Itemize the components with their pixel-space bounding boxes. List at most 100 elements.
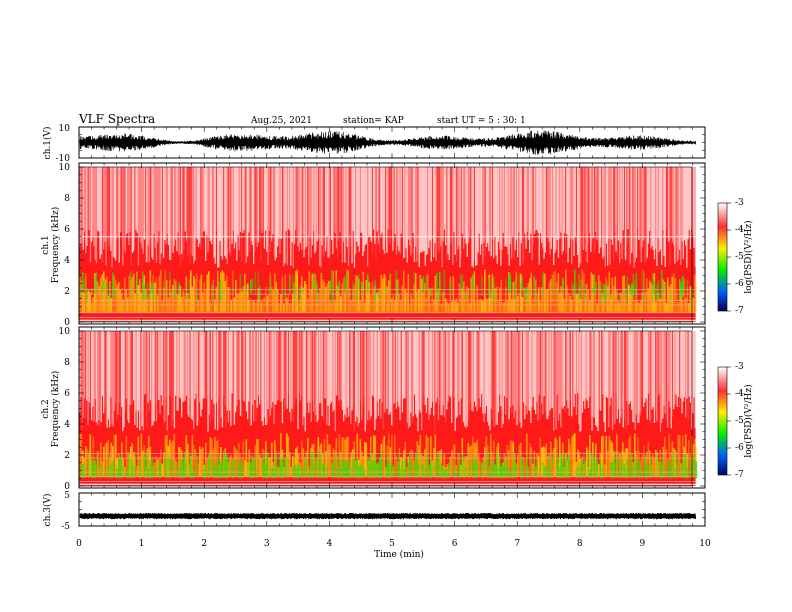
spectrogram-streak (496, 331, 498, 425)
spectrogram-streak (364, 331, 366, 432)
spectrogram-streak (434, 331, 436, 432)
spectrogram-streak (209, 167, 212, 242)
spectrogram-yellow (553, 448, 555, 477)
spectrogram-yellow (413, 283, 416, 313)
spectrogram-streak (255, 331, 257, 422)
spectrogram-streak (593, 167, 596, 252)
spectrogram-streak (200, 167, 202, 250)
spectrogram-green (283, 452, 285, 479)
spectrogram-streak (531, 167, 533, 261)
spectrogram-yellow (484, 269, 486, 313)
spectrogram-yellow (400, 456, 402, 477)
spectrogram-streak (355, 331, 357, 422)
spectrogram-yellow (182, 290, 185, 313)
spectrogram-streak (439, 331, 441, 406)
spectrogram-yellow (647, 441, 650, 477)
spectrogram-green (595, 282, 597, 294)
spectrogram-streak (578, 167, 580, 268)
spectrogram-streak (208, 331, 210, 414)
spectrogram-streak (291, 167, 293, 243)
spectrogram-streak (386, 331, 388, 409)
spectrogram-streak (448, 331, 450, 396)
spectrogram-yellow (173, 433, 176, 477)
spectrogram-yellow (565, 454, 567, 477)
spectrogram-green (562, 277, 564, 294)
spectrogram-streak (302, 331, 304, 426)
spectrogram-streak (238, 167, 240, 251)
spectrogram-green (653, 469, 656, 479)
spectrogram-streak (308, 331, 310, 413)
spectrogram-yellow (160, 269, 162, 313)
spectrogram-streak (496, 167, 498, 264)
spectrogram-streak (610, 167, 612, 240)
spectrogram-yellow (572, 434, 575, 477)
spectrogram-green (337, 455, 339, 479)
spectrogram-streak (505, 331, 507, 415)
spectrogram-streak (248, 331, 250, 402)
spectrogram-green (583, 451, 585, 479)
spectrogram-streak (527, 167, 530, 240)
spectrogram-yellow (200, 449, 203, 477)
spectrogram-streak (499, 331, 501, 395)
spectrogram-green (428, 294, 431, 296)
spectrogram-streak (303, 167, 305, 257)
spectrogram-green (307, 453, 309, 479)
spectrogram-yellow (214, 436, 216, 477)
spectrogram-streak (317, 167, 320, 240)
spectrogram-green (251, 278, 254, 292)
spectrogram-streak (656, 331, 658, 422)
spectrogram-streak (260, 331, 262, 401)
spectrogram-streak (284, 167, 286, 264)
spectrogram-streak (404, 331, 406, 399)
spectrogram-streak (436, 331, 438, 398)
spectrogram-green (212, 285, 215, 299)
spectrogram-yellow (359, 300, 362, 313)
spectrogram-streak (411, 167, 413, 254)
spectrogram-yellow (325, 286, 327, 313)
spectrogram-yellow (394, 435, 396, 477)
spectrogram-streak (568, 167, 570, 248)
spectrogram-green (118, 456, 120, 479)
spectrogram-yellow (392, 295, 395, 313)
spectrogram-streak (472, 331, 474, 412)
spectrogram-streak (184, 331, 186, 401)
start-time-label: start UT = 5 : 30: 1 (437, 116, 526, 126)
ch1-waveform-trace (79, 130, 697, 155)
spectrogram-streak (242, 331, 244, 399)
spectrogram-streak (311, 331, 314, 401)
spectrogram-yellow (176, 462, 179, 477)
spectrogram-yellow (464, 291, 467, 313)
spectrogram-green (194, 455, 197, 479)
spectrogram-streak (218, 331, 220, 399)
spectrogram-green (413, 462, 416, 479)
spectrogram-streak (298, 167, 300, 251)
spectrogram-yellow (643, 445, 645, 477)
spectrogram-green (152, 282, 155, 303)
spectrogram-yellow (473, 271, 476, 313)
spectrogram-green (578, 274, 581, 300)
spectrogram-green (223, 291, 225, 294)
spectrogram-yellow (286, 433, 288, 477)
spectrogram-yellow (662, 446, 665, 477)
spectrogram-streak (95, 167, 98, 264)
spectrogram-yellow (137, 436, 140, 477)
spectrogram-green (647, 468, 650, 479)
spectrogram-yellow (658, 461, 660, 477)
spectrogram-green (181, 459, 183, 479)
spectrogram-green (529, 289, 531, 293)
spectrogram-streak (152, 167, 154, 260)
spectrogram-streak (310, 331, 312, 422)
spectrogram-yellow (176, 294, 179, 313)
spectrogram-green (308, 468, 311, 479)
spectrogram-yellow (331, 301, 333, 313)
spectrogram-green (673, 451, 675, 479)
spectrogram-streak (233, 331, 236, 425)
spectrogram-green (95, 272, 98, 294)
spectrogram-green (677, 459, 680, 479)
spectrogram-green (374, 280, 377, 303)
spectrogram-streak (506, 331, 508, 398)
spectrogram-green (239, 462, 242, 479)
spectrogram-green (188, 451, 191, 479)
spectrogram-streak (457, 331, 459, 417)
